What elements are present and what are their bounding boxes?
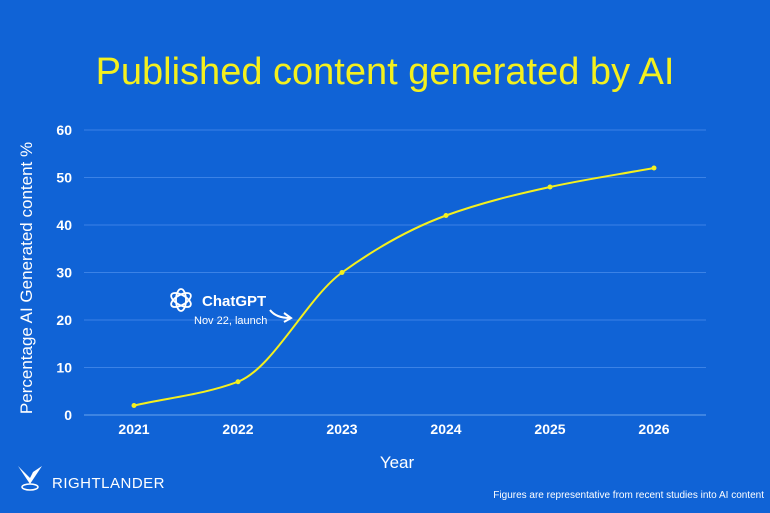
- series-line: [133, 167, 655, 407]
- y-tick-label: 0: [64, 407, 72, 423]
- data-point: [547, 184, 553, 190]
- annotation-title: ChatGPT: [202, 293, 266, 310]
- x-tick-label: 2022: [222, 421, 253, 437]
- y-tick-label: 10: [56, 360, 72, 376]
- data-point: [443, 213, 449, 218]
- x-tick-label: 2021: [118, 421, 149, 437]
- x-tick-label: 2026: [638, 421, 669, 437]
- data-point: [339, 270, 345, 275]
- footnote: Figures are representative from recent s…: [493, 490, 764, 501]
- y-tick-label: 50: [56, 170, 72, 186]
- x-tick-label: 2023: [326, 421, 357, 437]
- annotation: ChatGPT Nov 22, launch: [170, 288, 293, 327]
- chart-title: Published content generated by AI: [96, 51, 675, 93]
- openai-logo-icon: [170, 288, 192, 312]
- data-point: [235, 379, 241, 385]
- y-tick-label: 20: [56, 312, 72, 328]
- y-tick-label: 60: [56, 122, 72, 138]
- brand-logo: RIGHTLANDER: [18, 466, 165, 492]
- data-point: [651, 165, 657, 171]
- y-tick-label: 30: [56, 265, 72, 281]
- annotation-subtitle: Nov 22, launch: [194, 315, 267, 327]
- y-tick-label: 40: [56, 217, 72, 233]
- data-point: [131, 403, 137, 408]
- brand-name: RIGHTLANDER: [52, 475, 165, 492]
- x-tick-label: 2024: [430, 421, 461, 437]
- arrow-icon: [269, 309, 293, 323]
- y-axis-label: Percentage AI Generated content %: [17, 142, 36, 414]
- x-tick-label: 2025: [534, 421, 565, 437]
- x-axis-label: Year: [380, 453, 415, 472]
